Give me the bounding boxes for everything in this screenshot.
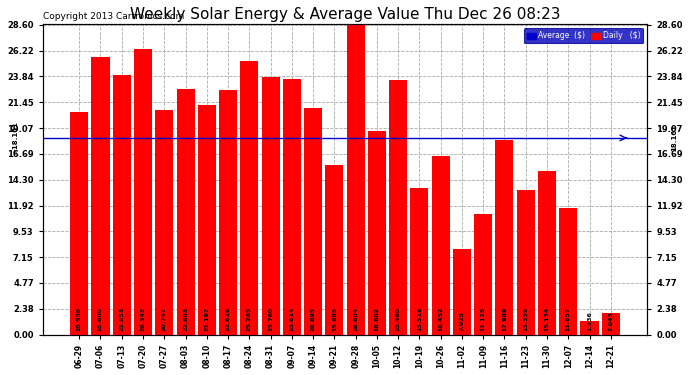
- Text: 18.802: 18.802: [375, 307, 380, 332]
- Bar: [495, 140, 513, 334]
- Bar: [177, 89, 195, 334]
- Text: 25.600: 25.600: [98, 308, 103, 332]
- Title: Weekly Solar Energy & Average Value Thu Dec 26 08:23: Weekly Solar Energy & Average Value Thu …: [130, 7, 560, 22]
- Text: 28.604: 28.604: [353, 307, 358, 332]
- Text: 18.161: 18.161: [671, 124, 678, 151]
- Text: 17.989: 17.989: [502, 307, 507, 332]
- Text: 1.236: 1.236: [587, 312, 592, 332]
- Text: 23.760: 23.760: [268, 307, 273, 332]
- Text: 23.614: 23.614: [289, 307, 295, 332]
- Bar: [283, 79, 301, 334]
- Text: 20.747: 20.747: [161, 307, 167, 332]
- Text: 15.685: 15.685: [332, 307, 337, 332]
- Bar: [602, 312, 620, 334]
- Legend: Average  ($), Daily   ($): Average ($), Daily ($): [524, 28, 644, 44]
- Bar: [219, 90, 237, 334]
- Text: 15.134: 15.134: [544, 307, 549, 332]
- Text: 13.518: 13.518: [417, 307, 422, 332]
- Bar: [538, 171, 556, 334]
- Text: Copyright 2013 Cartronics.com: Copyright 2013 Cartronics.com: [43, 12, 184, 21]
- Bar: [432, 156, 450, 334]
- Text: 25.265: 25.265: [247, 307, 252, 332]
- Bar: [325, 165, 344, 334]
- Text: 20.895: 20.895: [310, 307, 315, 332]
- Bar: [92, 57, 110, 334]
- Text: 2.043: 2.043: [609, 312, 613, 332]
- Text: 7.925: 7.925: [460, 312, 464, 332]
- Bar: [474, 214, 492, 334]
- Text: +18.161: +18.161: [12, 121, 19, 154]
- Bar: [112, 75, 131, 334]
- Bar: [304, 108, 322, 334]
- Text: 23.953: 23.953: [119, 307, 124, 332]
- Text: 26.342: 26.342: [141, 307, 146, 332]
- Bar: [580, 321, 598, 334]
- Bar: [368, 131, 386, 334]
- Text: 23.460: 23.460: [395, 307, 401, 332]
- Bar: [517, 190, 535, 334]
- Bar: [155, 110, 173, 334]
- Text: 22.693: 22.693: [183, 307, 188, 332]
- Bar: [453, 249, 471, 334]
- Text: 16.452: 16.452: [438, 307, 443, 332]
- Text: 13.339: 13.339: [523, 307, 529, 332]
- Bar: [262, 77, 279, 334]
- Text: 21.197: 21.197: [204, 307, 209, 332]
- Bar: [198, 105, 216, 334]
- Text: 11.125: 11.125: [481, 307, 486, 332]
- Text: 22.626: 22.626: [226, 307, 230, 332]
- Bar: [389, 81, 407, 334]
- Text: 11.657: 11.657: [566, 307, 571, 332]
- Bar: [559, 209, 578, 334]
- Bar: [346, 25, 365, 334]
- Text: 20.538: 20.538: [77, 307, 81, 332]
- Bar: [70, 112, 88, 334]
- Bar: [240, 61, 258, 334]
- Bar: [134, 49, 152, 334]
- Bar: [411, 188, 428, 334]
